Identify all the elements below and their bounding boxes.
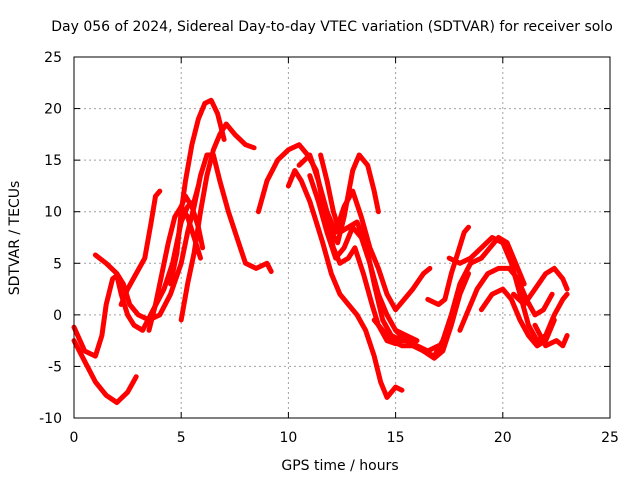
y-tick-label: 5	[53, 256, 62, 272]
series-line-track-17	[425, 224, 471, 307]
y-tick-label: 25	[44, 50, 62, 66]
y-tick-label: 10	[44, 205, 62, 221]
series-line-track-1	[71, 338, 139, 405]
series-line-track-7	[178, 121, 257, 323]
plot-frame	[73, 56, 611, 419]
series-line-track-10	[285, 168, 405, 400]
series-line-track-4	[118, 188, 163, 307]
ticks	[73, 56, 611, 419]
series-line-track-6	[168, 97, 227, 287]
series-group	[71, 97, 570, 405]
chart-title: Day 056 of 2024, Sidereal Day-to-day VTE…	[51, 19, 613, 35]
series-line-track-21	[511, 265, 570, 307]
series-line-track-8	[176, 193, 206, 251]
x-tick-label: 10	[279, 430, 297, 446]
series-line-track-22	[532, 322, 570, 349]
x-tick-label: 0	[70, 430, 79, 446]
x-tick-label: 20	[494, 430, 512, 446]
series-line-track-23	[393, 327, 420, 344]
grid	[74, 57, 610, 418]
x-axis-label: GPS time / hours	[281, 458, 398, 474]
x-tick-label: 5	[177, 430, 186, 446]
series-line-track-13	[318, 152, 416, 344]
y-tick-label: 20	[44, 102, 62, 118]
x-tick-label: 25	[601, 430, 619, 446]
series-line-track-5	[146, 204, 203, 333]
y-tick-label: 0	[53, 308, 62, 324]
y-tick-label: 15	[44, 153, 62, 169]
y-tick-label: -10	[39, 411, 62, 427]
x-tick-label: 15	[387, 430, 405, 446]
y-tick-label: -5	[48, 359, 62, 375]
series-line-track-19	[457, 265, 555, 333]
series-line-track-16	[421, 235, 527, 359]
tick-labels: 0 5 10 15 20 25 -10 -5 0 5 10 15 20 25	[39, 50, 619, 446]
y-axis-label: SDTVAR / TECUs	[7, 181, 23, 296]
